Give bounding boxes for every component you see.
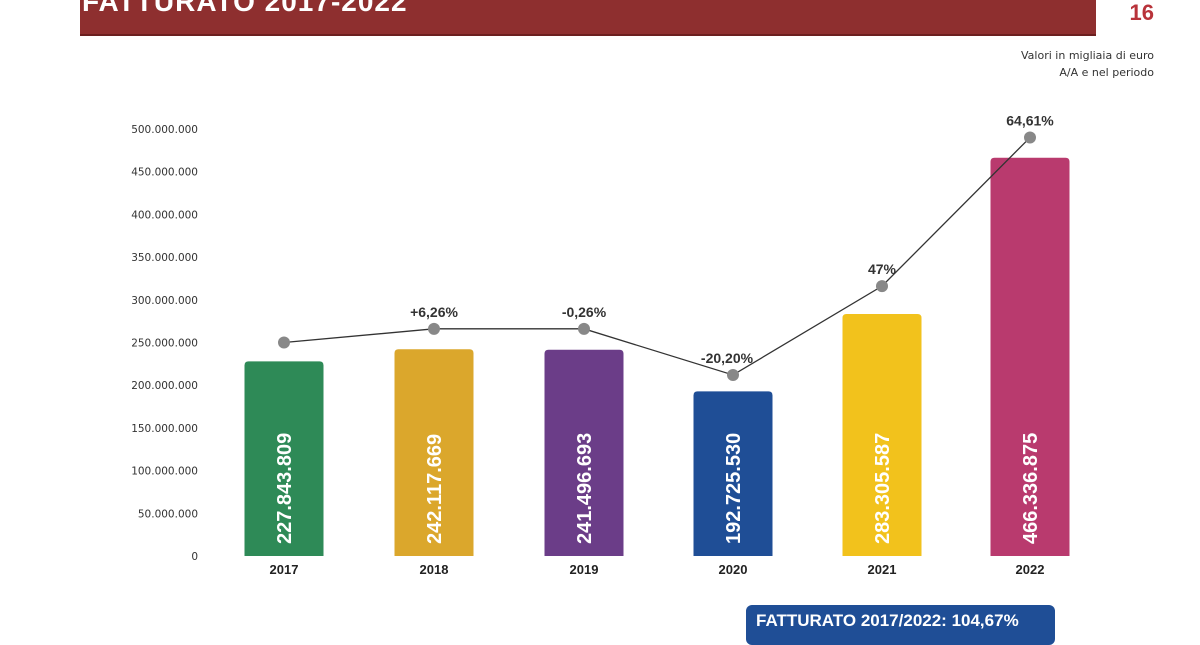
bar-value-label: 227.843.809 [274,433,296,544]
summary-text: FATTURATO 2017/2022: 104,67% [756,611,1019,630]
growth-line-layer: +6,26% -0,26% -20,20% 47% 64,61% [278,113,1054,381]
bar [990,157,1070,557]
y-tick-label: 300.000.000 [131,295,198,307]
y-tick-label: 350.000.000 [131,252,198,264]
growth-point [1024,131,1036,144]
y-axis: 0 50.000.000 100.000.000 150.000.000 200.000… [131,124,198,563]
units-note: Valori in migliaia di euro [1021,49,1154,62]
bars: 227.843.809 242.117.669 241.496.693 192.725… [244,157,1070,557]
y-tick-label: 500.000.000 [131,124,198,136]
period-note: A/A e nel periodo [1059,66,1154,79]
growth-point [876,280,888,293]
y-tick-label: 250.000.000 [131,338,198,350]
x-tick-label: 2017 [270,562,299,577]
x-tick-label: 2022 [1016,562,1045,577]
bar-value-label: 283.305.587 [872,433,894,544]
growth-point [428,322,440,335]
bar [693,391,773,556]
x-tick-label: 2020 [719,562,748,577]
y-tick-label: 50.000.000 [138,508,198,520]
y-tick-label: 450.000.000 [131,167,198,179]
growth-label: -0,26% [562,304,607,320]
header-band [80,0,1096,34]
page-number: 16 [1129,0,1154,25]
bar-value-label: 466.336.875 [1020,433,1042,544]
y-tick-label: 400.000.000 [131,209,198,221]
page-title: FATTURATO 2017-2022 [82,0,408,17]
growth-label: -20,20% [701,350,754,366]
growth-label: +6,26% [410,304,458,320]
growth-point [278,336,290,349]
bar [544,349,624,556]
bar-value-label: 241.496.693 [574,433,596,544]
y-tick-label: 0 [191,551,198,563]
bar [394,349,474,556]
x-tick-label: 2021 [868,562,897,577]
y-tick-label: 150.000.000 [131,423,198,435]
growth-point [727,368,739,381]
x-axis: 2017 2018 2019 2020 2021 2022 [270,562,1045,577]
bar [244,361,324,556]
bar-value-label: 242.117.669 [424,434,446,544]
y-tick-label: 200.000.000 [131,380,198,392]
bar [842,314,922,556]
revenue-chart: 0 50.000.000 100.000.000 150.000.000 200.000… [131,113,1070,577]
growth-line [283,137,1031,376]
growth-point [578,322,590,335]
x-tick-label: 2018 [420,562,449,577]
y-tick-label: 100.000.000 [131,466,198,478]
bar-value-label: 192.725.530 [723,433,745,544]
growth-label: 47% [868,261,897,277]
growth-label: 64,61% [1006,113,1054,129]
x-tick-label: 2019 [570,562,599,577]
